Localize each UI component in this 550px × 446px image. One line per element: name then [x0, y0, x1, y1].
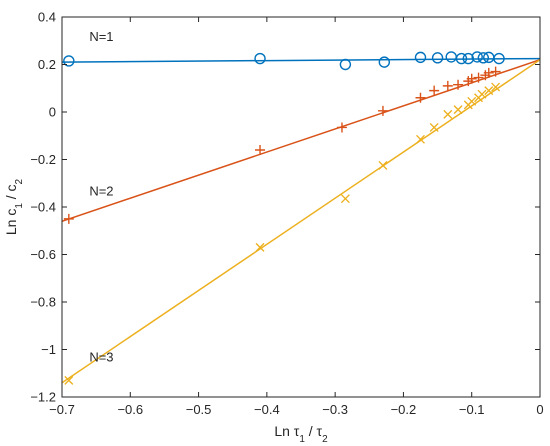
- x-tick-label-8: 0: [536, 402, 543, 417]
- series-2: [62, 59, 540, 224]
- point-1-11: [477, 52, 490, 64]
- point-1-3: [339, 58, 352, 71]
- point-2-10: [466, 73, 477, 84]
- point-3-4: [378, 160, 388, 170]
- point-1-8: [455, 52, 468, 65]
- point-1-4: [378, 56, 391, 68]
- x-tick-label-7: −0.1: [459, 402, 485, 417]
- point-2-14: [490, 66, 501, 77]
- y-tick-label-5: −0.4: [30, 200, 56, 215]
- x-axis-label: Ln τ1 / τ2: [274, 423, 328, 445]
- point-2-2: [255, 145, 266, 155]
- x-tick-label-4: −0.4: [254, 402, 280, 417]
- series-label-1: N=1: [89, 29, 113, 44]
- y-tick-label-1: −1.2: [30, 390, 56, 405]
- point-3-7: [443, 109, 453, 119]
- point-3-13: [484, 86, 494, 96]
- y-axis-label: Ln c1 / c2: [3, 178, 25, 235]
- point-3-14: [491, 82, 501, 92]
- fit-line-2: [62, 59, 540, 222]
- fit-line-3: [62, 59, 540, 384]
- point-2-3: [336, 122, 347, 133]
- x-tick-label-5: −0.3: [322, 402, 348, 417]
- y-tick-label-3: −0.8: [30, 295, 56, 310]
- point-2-6: [429, 85, 440, 96]
- axes: −0.7 −0.6 −0.5 −0.4 −0.3 −0.2 −0.1 0 −1.2 −1 −0.8 −…: [30, 10, 543, 418]
- series-3: [62, 59, 540, 385]
- point-1-6: [431, 52, 444, 64]
- point-1-7: [445, 51, 457, 63]
- series-label-3: N=3: [89, 350, 113, 365]
- plot-marks: [62, 51, 540, 385]
- point-1-13: [493, 52, 505, 65]
- point-3-2: [255, 242, 265, 252]
- y-tick-label-2: −1: [41, 342, 56, 357]
- point-2-1: [63, 213, 74, 224]
- point-1-10: [471, 51, 483, 63]
- y-tick-label-9: 0.4: [38, 10, 56, 25]
- x-tick-label-1: −0.7: [49, 402, 75, 417]
- point-1-5: [414, 51, 427, 64]
- point-3-8: [453, 105, 463, 115]
- point-2-7: [442, 80, 453, 91]
- point-2-4: [377, 105, 388, 116]
- y-tick-label-4: −0.6: [30, 247, 56, 262]
- x-tick-label-6: −0.2: [391, 402, 417, 417]
- point-1-2: [254, 52, 266, 65]
- point-3-10: [467, 96, 477, 106]
- series-1: [62, 51, 540, 71]
- point-1-1: [63, 55, 75, 67]
- point-3-1: [64, 375, 74, 385]
- point-2-8: [453, 79, 464, 90]
- fit-line-1: [62, 57, 540, 63]
- y-tick-label-7: 0: [49, 105, 56, 120]
- point-2-13: [483, 67, 494, 78]
- y-tick-label-8: 0.2: [38, 57, 56, 72]
- point-3-12: [477, 89, 487, 99]
- point-2-11: [473, 72, 484, 83]
- point-3-6: [429, 122, 439, 132]
- point-3-3: [340, 194, 350, 204]
- x-tick-label-3: −0.5: [186, 402, 212, 417]
- y-tick-label-6: −0.2: [30, 152, 56, 167]
- series-label-2: N=2: [89, 183, 113, 198]
- point-3-5: [416, 134, 425, 144]
- labels: N=1 N=2 N=3: [89, 29, 113, 365]
- plot-frame: [61, 16, 541, 398]
- point-2-5: [415, 92, 426, 103]
- x-tick-label-2: −0.6: [117, 402, 143, 417]
- point-1-9: [462, 52, 474, 65]
